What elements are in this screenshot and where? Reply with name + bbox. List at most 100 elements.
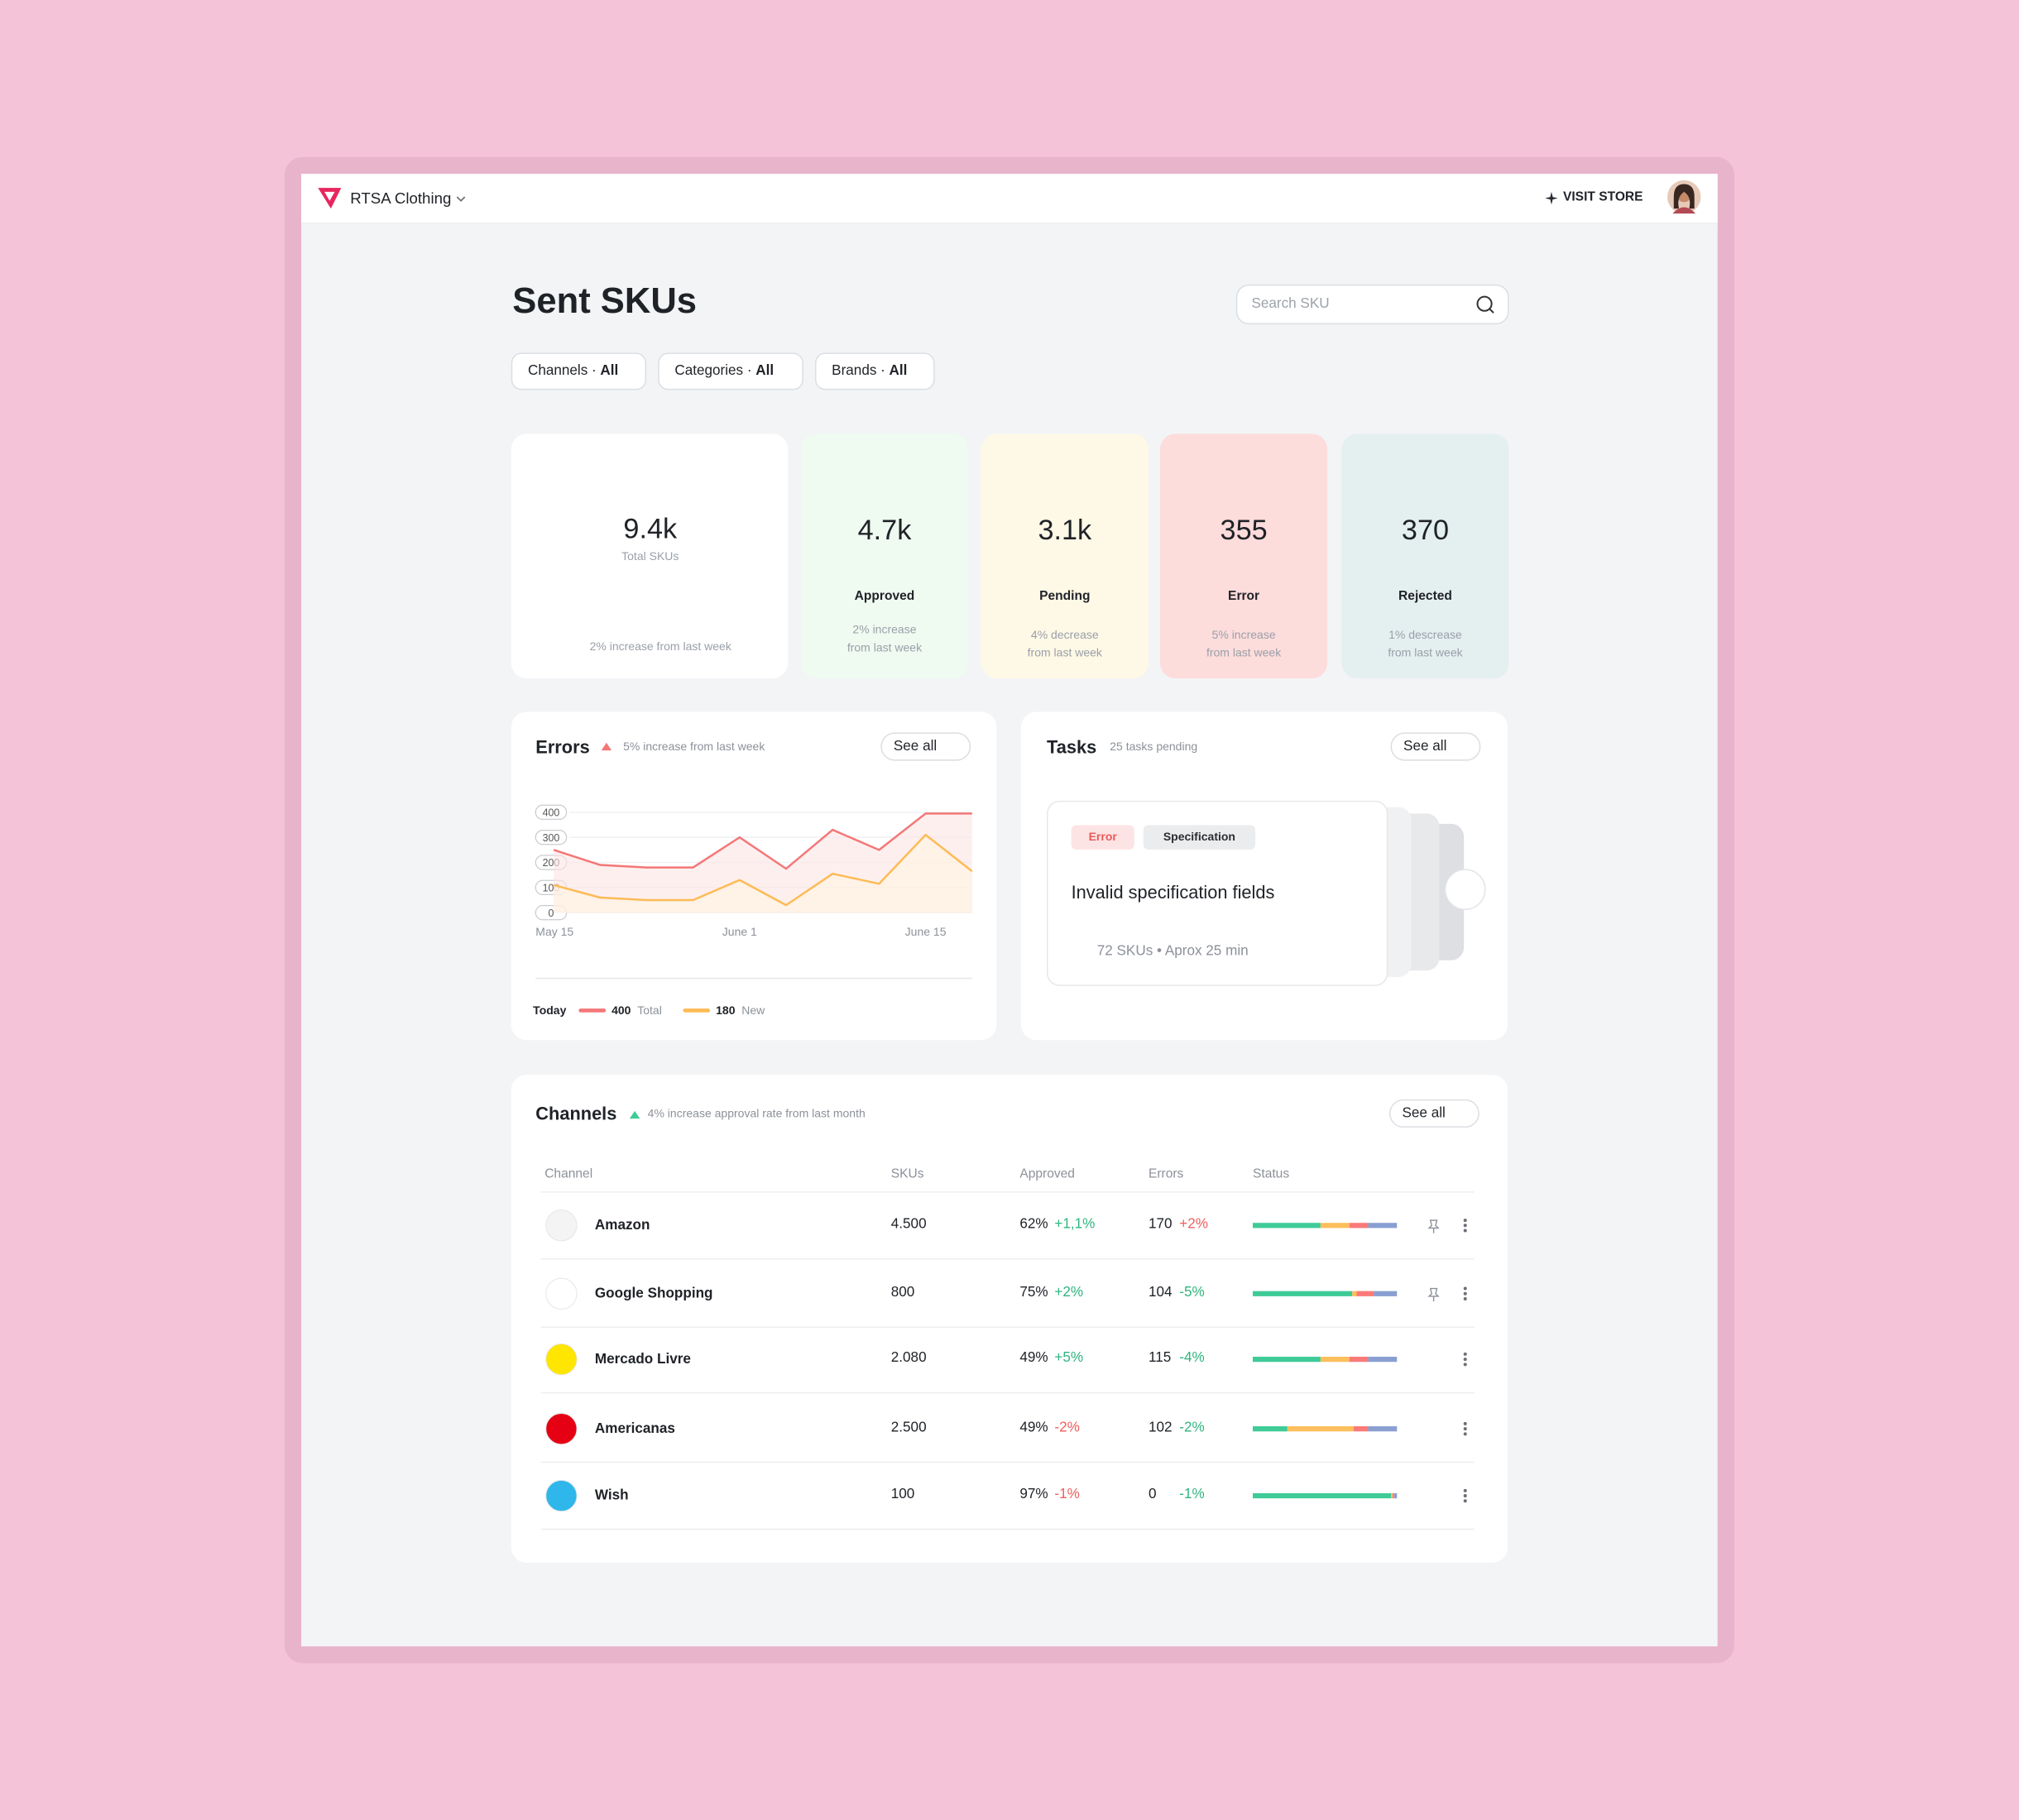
- stat-label: Pending: [1039, 589, 1091, 604]
- see-all-label[interactable]: See all: [1402, 1105, 1446, 1122]
- stat-note: 5% increase: [1211, 628, 1276, 641]
- stat-value: 355: [1220, 513, 1268, 546]
- total-label: Total SKUs: [621, 549, 679, 563]
- legend-value: 400: [611, 1003, 631, 1018]
- column-header: Status: [1252, 1167, 1290, 1182]
- channel-name: Google Shopping: [594, 1286, 713, 1302]
- legend-value: 180: [716, 1003, 736, 1018]
- brand-caret[interactable]: [454, 194, 468, 204]
- page-title: Sent SKUs: [512, 280, 698, 321]
- stat-card: [1341, 433, 1509, 679]
- channel-name: Wish: [594, 1487, 629, 1504]
- channel-skus: 100: [890, 1487, 915, 1502]
- stat-value: 4.7k: [857, 513, 912, 546]
- channel-skus: 2.080: [890, 1350, 927, 1366]
- total-value: 9.4k: [623, 512, 678, 545]
- channel-approved: 75%: [1019, 1284, 1048, 1300]
- errors-panel: [511, 711, 997, 1041]
- search-icon[interactable]: [1475, 295, 1494, 314]
- stat-note: 1% descrease: [1388, 628, 1462, 641]
- channel-errors: 104: [1148, 1284, 1173, 1300]
- legend-name: Total: [637, 1003, 662, 1018]
- stat-card: [1159, 433, 1328, 679]
- channel-skus: 2.500: [890, 1420, 927, 1435]
- errors-change: -5%: [1179, 1284, 1205, 1300]
- task-tag: Error: [1071, 825, 1134, 850]
- search-box[interactable]: [1235, 284, 1509, 325]
- column-header: Errors: [1148, 1167, 1184, 1182]
- channel-name: Mercado Livre: [594, 1351, 691, 1367]
- stat-note: 4% decrease: [1030, 628, 1099, 641]
- task-title: Invalid specification fields: [1071, 881, 1275, 903]
- channel-skus: 4.500: [890, 1216, 927, 1233]
- column-header: Channel: [544, 1167, 593, 1182]
- column-header: Approved: [1019, 1167, 1075, 1182]
- errors-change: -2%: [1179, 1420, 1205, 1435]
- brand-name[interactable]: RTSA Clothing: [350, 189, 452, 208]
- channel-skus: 800: [890, 1284, 915, 1300]
- filter-pill[interactable]: [658, 352, 803, 390]
- channel-approved: 97%: [1019, 1487, 1048, 1502]
- stat-label: Rejected: [1398, 589, 1452, 604]
- summary-card: [511, 433, 789, 679]
- stat-note: from last week: [846, 640, 923, 654]
- channel-name: Americanas: [594, 1420, 675, 1437]
- filter-label[interactable]: Brands · All: [832, 363, 907, 379]
- legend-name: New: [741, 1003, 765, 1018]
- topbar: [301, 174, 1718, 224]
- channel-name: Amazon: [594, 1217, 650, 1233]
- filter-name[interactable]: Brands ·: [832, 362, 885, 379]
- channels-title: Channels: [535, 1103, 617, 1124]
- filter-label[interactable]: Categories · All: [674, 363, 774, 379]
- filter-value[interactable]: All: [889, 362, 908, 379]
- next-button[interactable]: [1444, 869, 1486, 911]
- tasks-note: 25 tasks pending: [1110, 740, 1198, 754]
- see-all-label[interactable]: See all: [1403, 739, 1447, 754]
- approved-change: +5%: [1054, 1350, 1084, 1366]
- channel-errors: 102: [1148, 1420, 1173, 1435]
- avatar[interactable]: [1667, 180, 1701, 214]
- errors-change: +2%: [1179, 1216, 1209, 1233]
- channel-errors: 170: [1148, 1216, 1173, 1233]
- filter-pill[interactable]: [814, 352, 935, 390]
- see-all-button[interactable]: [1390, 732, 1481, 761]
- task-meta: 72 SKUs • Aprox 25 min: [1096, 943, 1249, 960]
- channels-panel: [511, 1075, 1508, 1563]
- task-tag: Specification: [1143, 825, 1256, 850]
- search-placeholder[interactable]: Search SKU: [1251, 295, 1330, 312]
- errors-note: 5% increase from last week: [623, 740, 765, 754]
- channel-errors: 115: [1148, 1350, 1172, 1366]
- stat-note: 2% increase: [852, 623, 917, 636]
- errors-title: Errors: [535, 736, 590, 757]
- stat-note: from last week: [1206, 646, 1282, 659]
- channel-approved: 49%: [1019, 1420, 1048, 1435]
- errors-change: -4%: [1179, 1350, 1205, 1366]
- stat-card: [981, 433, 1149, 679]
- see-all-button[interactable]: [880, 732, 971, 761]
- visit-icon: [1545, 191, 1558, 205]
- stat-label: Error: [1228, 589, 1260, 604]
- approved-change: -1%: [1054, 1487, 1080, 1502]
- approved-change: +2%: [1054, 1284, 1084, 1300]
- stat-value: 370: [1401, 513, 1450, 546]
- stat-note: from last week: [1388, 646, 1463, 659]
- visit-store[interactable]: VISIT STORE: [1562, 190, 1643, 205]
- filter-name[interactable]: Categories ·: [674, 362, 752, 379]
- summary-note: 2% increase from last week: [589, 639, 731, 653]
- filter-name[interactable]: Channels ·: [527, 362, 597, 379]
- filter-value[interactable]: All: [755, 362, 775, 379]
- filter-value[interactable]: All: [600, 362, 619, 379]
- tasks-title: Tasks: [1047, 736, 1097, 757]
- approved-change: -2%: [1054, 1420, 1080, 1435]
- approved-change: +1,1%: [1054, 1216, 1096, 1233]
- channel-errors: 0: [1148, 1487, 1157, 1502]
- stat-note: from last week: [1027, 646, 1102, 659]
- see-all-label[interactable]: See all: [893, 739, 938, 754]
- column-header: SKUs: [890, 1167, 924, 1182]
- see-all-button[interactable]: [1388, 1099, 1479, 1128]
- filter-pill[interactable]: [511, 352, 647, 390]
- filter-label[interactable]: Channels · All: [528, 363, 618, 379]
- brand-logo: [318, 188, 342, 209]
